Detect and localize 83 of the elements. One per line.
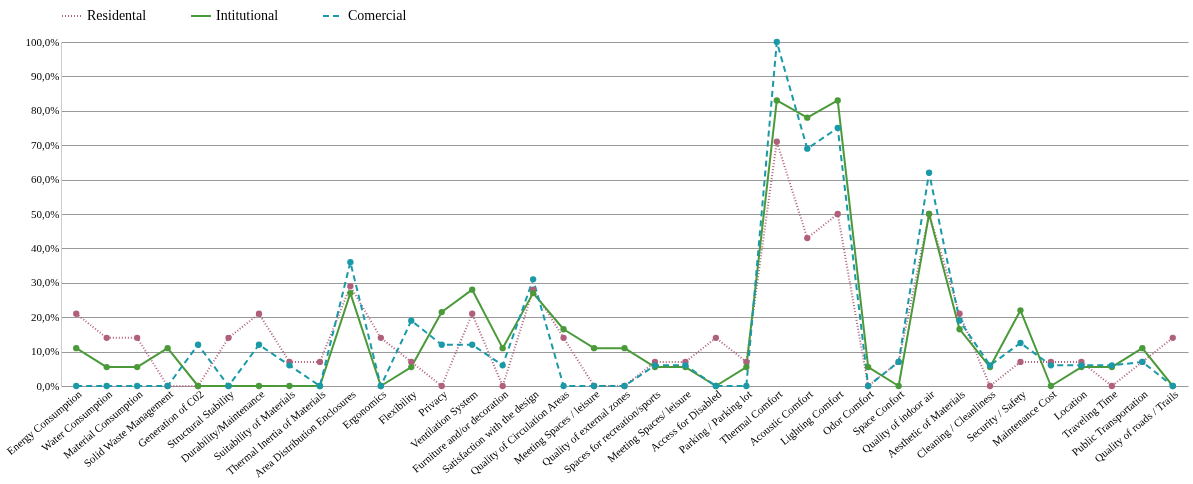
point	[773, 97, 780, 104]
y-tick-label: 20,0%	[31, 310, 60, 323]
point	[712, 334, 720, 341]
point	[590, 345, 598, 352]
point	[743, 382, 750, 390]
point	[255, 382, 263, 390]
point	[164, 345, 171, 352]
y-tick-label: 90,0%	[31, 69, 60, 82]
legend-label: Intitutional	[216, 8, 279, 23]
point	[469, 310, 476, 317]
point	[103, 363, 110, 371]
legend-label: Residental	[87, 8, 147, 23]
point	[316, 358, 324, 366]
point	[438, 341, 445, 348]
point	[499, 345, 506, 352]
point	[469, 341, 476, 348]
point	[1139, 345, 1146, 352]
point	[103, 334, 110, 341]
point	[347, 289, 354, 297]
point	[956, 310, 963, 317]
point	[1169, 334, 1176, 341]
point	[408, 358, 415, 366]
point	[133, 334, 141, 341]
y-tick-label: 0,0%	[36, 379, 60, 392]
point	[804, 114, 811, 121]
point	[1108, 382, 1116, 390]
point	[986, 382, 994, 390]
point	[956, 317, 963, 324]
y-tick-label: 10,0%	[31, 345, 60, 358]
y-tick-label: 30,0%	[31, 276, 60, 289]
point	[347, 283, 354, 290]
point	[560, 382, 567, 390]
point	[499, 362, 506, 369]
point	[529, 276, 537, 283]
point	[73, 310, 80, 317]
point	[865, 363, 872, 371]
point	[529, 289, 537, 297]
point	[73, 382, 80, 390]
point	[804, 234, 811, 242]
legend-label: Comercial	[348, 8, 407, 23]
y-tick-label: 40,0%	[31, 241, 60, 254]
point	[834, 210, 841, 218]
point	[255, 310, 263, 317]
point	[560, 334, 567, 341]
point	[377, 334, 384, 341]
point	[347, 259, 354, 266]
y-tick-label: 80,0%	[31, 104, 60, 117]
point	[438, 382, 445, 390]
y-tick-label: 70,0%	[31, 138, 60, 151]
point	[255, 341, 263, 348]
point	[73, 345, 80, 352]
y-tick-label: 50,0%	[31, 207, 60, 220]
point	[499, 382, 506, 390]
point	[133, 382, 141, 390]
point	[469, 286, 476, 293]
point	[804, 145, 811, 152]
point	[286, 382, 293, 390]
point	[225, 334, 232, 341]
point	[194, 341, 202, 348]
point	[895, 382, 902, 390]
point	[1017, 358, 1024, 366]
point	[408, 363, 415, 371]
point	[408, 317, 415, 324]
point	[773, 38, 780, 46]
point	[560, 326, 567, 333]
point	[743, 358, 750, 366]
point	[133, 363, 141, 371]
point	[1017, 339, 1024, 347]
point	[103, 382, 110, 390]
point	[1047, 382, 1055, 390]
y-tick-label: 60,0%	[31, 173, 60, 186]
point	[438, 308, 445, 316]
point	[834, 124, 841, 132]
y-tick-label: 100,0%	[25, 35, 60, 48]
point	[743, 363, 750, 371]
point	[773, 138, 780, 145]
point	[956, 326, 963, 333]
point	[1047, 362, 1055, 369]
point	[621, 345, 628, 352]
point	[286, 362, 293, 369]
point	[834, 97, 841, 104]
point	[925, 169, 933, 176]
point	[1017, 307, 1024, 314]
